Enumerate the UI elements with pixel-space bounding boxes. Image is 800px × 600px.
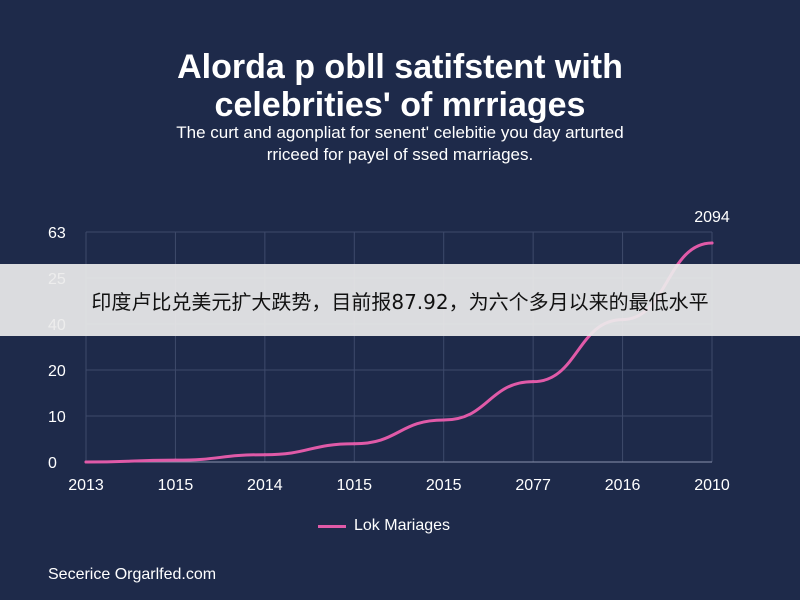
x-tick-label: 2077 [515, 477, 551, 494]
chart-title-line-2: celebrities' of mrriages [214, 86, 586, 124]
chart-title: Alorda p obll satifstent with celebritie… [0, 48, 800, 124]
chart-subtitle-line-1: The curt and agonpliat for senent' celeb… [176, 123, 624, 142]
y-tick-label: 0 [48, 455, 57, 472]
data-point [352, 442, 356, 446]
x-tick-label: 1015 [158, 477, 194, 494]
data-point [710, 241, 714, 245]
chart-subtitle-line-2: rriceed for payel of ssed marriages. [266, 145, 534, 164]
annotation-label: 2094 [694, 209, 730, 226]
chart-title-line-1: Alorda p obll satifstent with [177, 48, 623, 86]
chart-subtitle: The curt and agonpliat for senent' celeb… [0, 122, 800, 166]
chart-legend: Lok Mariages [318, 516, 450, 536]
data-point [531, 380, 535, 384]
y-tick-label: 10 [48, 409, 66, 426]
legend-swatch [318, 524, 346, 528]
data-point [84, 460, 88, 464]
x-tick-label: 2016 [605, 477, 641, 494]
x-tick-label: 2013 [68, 477, 104, 494]
data-point [263, 453, 267, 457]
y-tick-label: 20 [48, 363, 66, 380]
data-point [442, 418, 446, 422]
source-footer: Secerice Orgarlfed.com [48, 566, 217, 583]
legend-label: Lok Mariages [354, 517, 451, 534]
y-tick-label: 63 [48, 225, 66, 242]
x-tick-label: 2010 [694, 477, 730, 494]
news-banner-text: 印度卢比兑美元扩大跌势，目前报87.92，为六个多月以来的最低水平 [91, 289, 709, 314]
news-banner: 印度卢比兑美元扩大跌势，目前报87.92，为六个多月以来的最低水平 [0, 264, 800, 336]
x-tick-label: 1015 [336, 477, 372, 494]
x-tick-label: 2015 [426, 477, 462, 494]
data-point [173, 458, 177, 462]
x-tick-label: 2014 [247, 477, 283, 494]
